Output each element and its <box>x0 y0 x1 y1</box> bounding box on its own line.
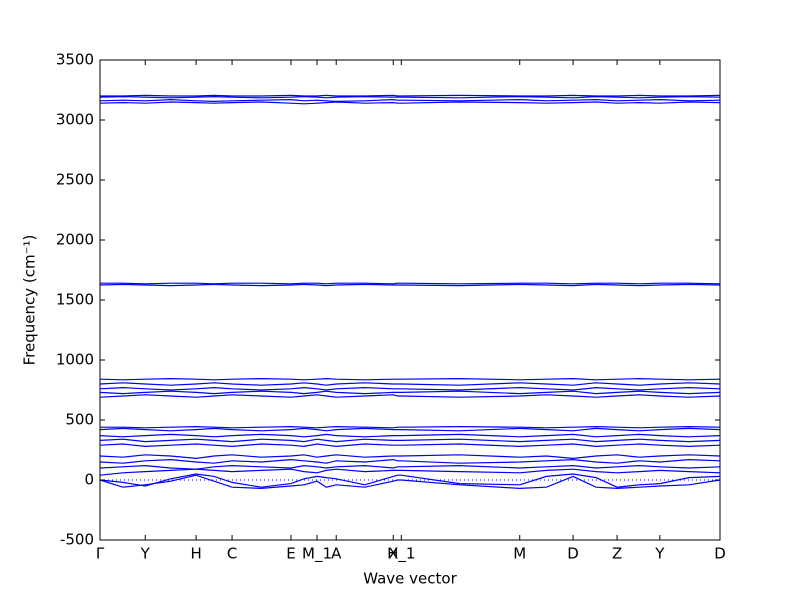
band-line <box>100 282 721 285</box>
x-tick-label: D <box>567 545 579 563</box>
x-tick-label: C <box>227 545 237 563</box>
band-line <box>99 394 721 398</box>
x-tick-label: A <box>331 545 342 563</box>
x-tick-label: M <box>513 545 526 563</box>
x-tick-label: X <box>388 545 398 563</box>
x-tick-label: Z <box>612 545 622 563</box>
y-axis-label: Frequency (cm⁻¹) <box>21 235 39 366</box>
band-line <box>99 443 721 448</box>
band-line <box>99 474 721 490</box>
x-tick-label: E <box>286 545 295 563</box>
band-line <box>100 94 721 97</box>
band-line <box>99 283 721 287</box>
y-tick-label: 500 <box>65 411 94 429</box>
y-tick-label: -500 <box>60 531 94 549</box>
band-line <box>99 377 721 381</box>
band-line <box>99 98 721 103</box>
x-tick-label: Y <box>654 545 665 563</box>
y-tick-label: 2000 <box>56 231 94 249</box>
y-tick-label: 2500 <box>56 171 94 189</box>
x-tick-label: M_1 <box>302 545 332 564</box>
band-line <box>99 101 721 105</box>
x-tick-label: H_1 <box>387 545 415 564</box>
band-line <box>99 427 721 432</box>
y-tick-label: 0 <box>84 471 94 489</box>
band-line <box>99 458 721 464</box>
band-line <box>99 382 721 386</box>
band-line <box>99 386 721 391</box>
y-tick-label: 1500 <box>56 291 94 309</box>
x-tick-label: D <box>714 545 726 563</box>
band-line <box>99 464 721 470</box>
band-line <box>99 473 721 488</box>
x-tick-label: Γ <box>96 545 105 563</box>
band-line <box>99 468 721 476</box>
x-tick-label: H <box>190 545 201 563</box>
y-tick-label: 3500 <box>56 51 94 69</box>
band-line <box>100 425 721 429</box>
y-tick-label: 1000 <box>56 351 94 369</box>
x-axis-label: Wave vector <box>363 570 457 588</box>
band-line <box>99 390 721 395</box>
band-line <box>99 433 721 438</box>
x-tick-label: Y <box>140 545 151 563</box>
band-line <box>99 454 721 460</box>
band-line <box>99 438 721 443</box>
y-tick-label: 3000 <box>56 111 94 129</box>
